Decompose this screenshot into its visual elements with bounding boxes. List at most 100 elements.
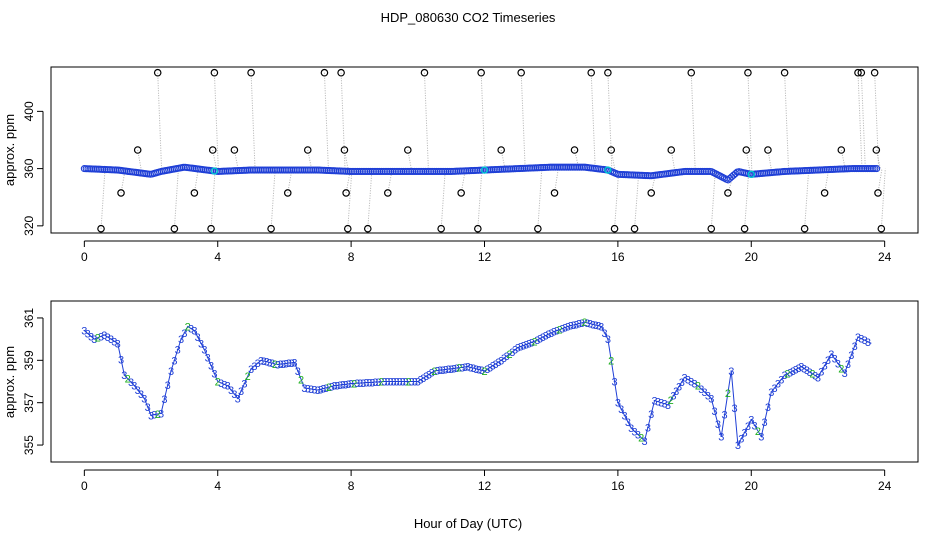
point-label-3: 3: [468, 362, 474, 374]
point-label-3: 3: [852, 341, 858, 353]
top-axes: 0 4 8 12 16 20 24 320 360 400: [22, 101, 892, 264]
y-tick-label: 357: [22, 392, 36, 412]
point-label-3: 3: [178, 334, 184, 346]
point-label-3: 3: [348, 379, 354, 391]
point-label-3: 3: [334, 380, 340, 392]
baseline-point: [873, 165, 881, 173]
point-label-2: 2: [506, 349, 512, 361]
outlier-point: [800, 224, 809, 233]
point-label-3: 3: [804, 365, 810, 377]
point-label-3: 3: [320, 384, 326, 396]
point-label-3: 3: [722, 410, 728, 422]
outlier-connector: [747, 72, 753, 174]
point-label-3: 3: [815, 372, 821, 384]
point-label-3: 3: [225, 381, 231, 393]
outlier-point: [247, 68, 255, 77]
point-label-3: 3: [825, 355, 831, 367]
point-label-3: 3: [758, 432, 764, 444]
point-label-3: 3: [434, 366, 440, 378]
point-label-3: 3: [652, 396, 658, 408]
point-label-3: 3: [548, 328, 554, 340]
outlier-connector: [537, 167, 543, 229]
outlier-connector: [100, 169, 106, 229]
point-label-3: 3: [670, 391, 676, 403]
point-label-3: 3: [188, 324, 194, 336]
point-label-3: 3: [554, 326, 560, 338]
outlier-point: [724, 189, 732, 197]
x-tick-label: 20: [745, 250, 759, 264]
point-label-3: 3: [345, 379, 351, 391]
point-label-3: 3: [286, 358, 292, 370]
point-label-3: 3: [415, 377, 421, 389]
outlier-point: [477, 68, 485, 77]
figure-title: HDP_080630 CO2 Timeseries: [381, 10, 556, 25]
top-y-axis-label: approx. ppm: [2, 114, 17, 186]
outlier-point: [342, 189, 350, 197]
point-label-3: 3: [440, 365, 446, 377]
point-label-3: 3: [340, 380, 346, 392]
point-label-3: 3: [363, 378, 369, 390]
point-label-3: 3: [342, 379, 348, 391]
point-label-3: 3: [698, 384, 704, 396]
outlier-connector: [520, 72, 526, 169]
point-label-3: 3: [579, 318, 585, 330]
outlier-connector: [193, 168, 199, 194]
point-label-3: 3: [158, 408, 164, 420]
point-label-3: 3: [712, 406, 718, 418]
outlier-connector: [880, 168, 886, 229]
point-label-2: 2: [638, 433, 644, 445]
point-label-3: 3: [375, 377, 381, 389]
point-label-3: 3: [171, 355, 177, 367]
point-label-3: 3: [91, 334, 97, 346]
point-label-3: 3: [128, 377, 134, 389]
point-label-3: 3: [565, 321, 571, 333]
point-label-3: 3: [208, 361, 214, 373]
point-label-3: 3: [305, 383, 311, 395]
point-label-3: 3: [135, 385, 141, 397]
point-label-2: 2: [185, 321, 191, 333]
point-label-3: 3: [138, 389, 144, 401]
outlier-point: [870, 68, 879, 77]
outlier-point: [383, 189, 392, 197]
point-label-3: 3: [181, 328, 187, 340]
point-label-3: 3: [381, 377, 387, 389]
point-label-3: 3: [218, 378, 224, 390]
outlier-point: [667, 146, 676, 154]
outlier-point: [97, 224, 105, 233]
point-label-3: 3: [673, 386, 679, 398]
point-label-3: 3: [715, 419, 721, 431]
point-label-3: 3: [248, 364, 254, 376]
point-label-3: 3: [191, 326, 197, 338]
point-label-3: 3: [228, 385, 234, 397]
outlier-point: [230, 146, 239, 154]
point-label-3: 3: [842, 368, 848, 380]
highlight-point: [480, 166, 489, 174]
outlier-point: [587, 68, 596, 77]
outlier-connector: [323, 72, 329, 171]
point-label-3: 3: [742, 427, 748, 439]
point-label-3: 3: [121, 370, 127, 382]
point-label-3: 3: [394, 377, 400, 389]
outlier-point: [740, 224, 749, 233]
outlier-point: [872, 146, 881, 154]
point-label-2: 2: [406, 377, 412, 389]
y-tick-label: 359: [22, 350, 36, 370]
point-label-3: 3: [498, 355, 504, 367]
point-label-3: 3: [812, 370, 818, 382]
outlier-point: [190, 189, 199, 197]
point-label-3: 3: [573, 319, 579, 331]
point-label-3: 3: [605, 334, 611, 346]
outlier-connector: [340, 72, 346, 172]
outlier-point: [117, 189, 125, 197]
outlier-connector: [860, 72, 866, 169]
outlier-point: [170, 224, 179, 233]
point-label-2: 2: [326, 382, 332, 394]
point-label-3: 3: [835, 358, 841, 370]
point-label-3: 3: [465, 362, 471, 374]
point-label-3: 3: [570, 320, 576, 332]
outlier-point: [687, 68, 696, 77]
point-label-3: 3: [692, 379, 698, 391]
point-label-3: 3: [762, 417, 768, 429]
point-label-3: 3: [618, 404, 624, 416]
